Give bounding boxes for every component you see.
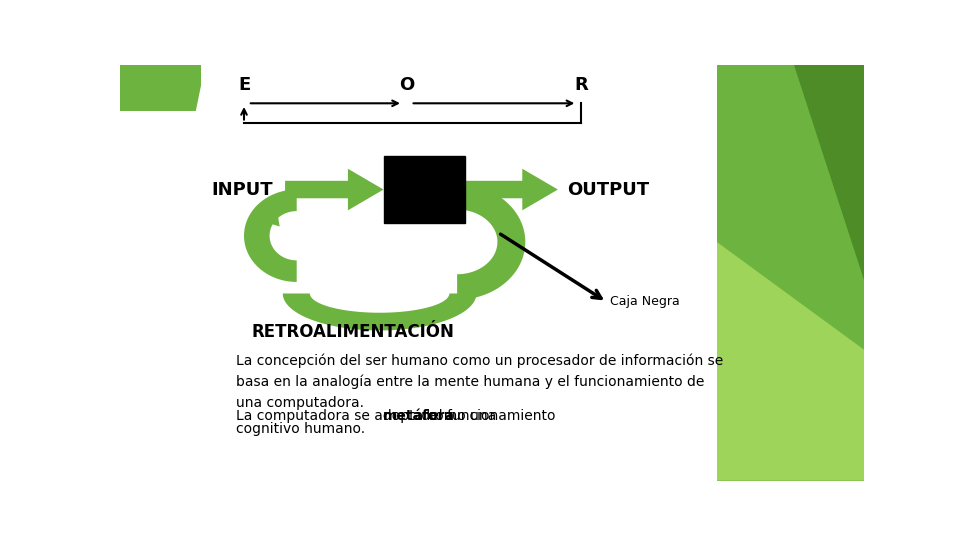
Text: La computadora se adopta como una: La computadora se adopta como una: [236, 409, 501, 423]
Text: OUTPUT: OUTPUT: [567, 180, 649, 199]
Polygon shape: [794, 65, 864, 280]
Text: Caja Negra: Caja Negra: [610, 295, 680, 308]
Polygon shape: [717, 242, 864, 481]
Text: cognitivo humano.: cognitivo humano.: [236, 422, 366, 436]
Bar: [202, 65, 717, 481]
Polygon shape: [465, 168, 558, 211]
Text: O: O: [399, 76, 415, 94]
Text: R: R: [574, 76, 588, 94]
Polygon shape: [120, 111, 205, 481]
Polygon shape: [251, 197, 279, 226]
Polygon shape: [244, 190, 297, 282]
Polygon shape: [283, 294, 476, 330]
Text: La concepción del ser humano como un procesador de información se
basa en la ana: La concepción del ser humano como un pro…: [236, 354, 724, 410]
Text: metáfora: metáfora: [382, 409, 454, 423]
Text: INPUT: INPUT: [211, 180, 274, 199]
Text: RETROALIMENTACIÓN: RETROALIMENTACIÓN: [252, 323, 454, 341]
Text: del funcionamiento: del funcionamiento: [417, 409, 556, 423]
Text: E: E: [238, 76, 251, 94]
Polygon shape: [285, 168, 383, 211]
Polygon shape: [120, 65, 205, 481]
Bar: [383, 156, 465, 224]
Polygon shape: [717, 65, 864, 481]
Polygon shape: [457, 184, 525, 300]
